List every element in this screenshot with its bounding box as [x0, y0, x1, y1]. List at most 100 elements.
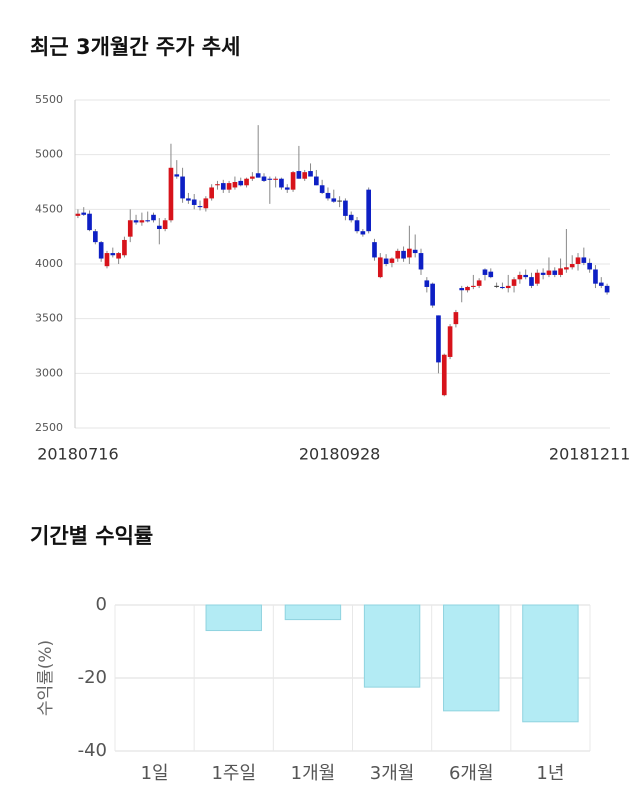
- candle-body: [331, 198, 337, 202]
- candle-body: [407, 248, 412, 258]
- x-tick-label: 20180716: [37, 445, 118, 464]
- candle-body: [459, 288, 465, 291]
- candle-body: [122, 239, 127, 256]
- candle-body: [87, 213, 92, 231]
- candle-body: [156, 225, 162, 230]
- y-tick-label: 3500: [35, 312, 63, 325]
- x-tick-label: 1년: [536, 763, 564, 784]
- chart-title: 기간별 수익률: [30, 524, 153, 548]
- candle-body: [523, 274, 529, 278]
- candle-body: [209, 187, 214, 199]
- y-tick-label: -40: [78, 740, 107, 761]
- candle-body: [215, 184, 220, 186]
- candle-body: [290, 172, 296, 190]
- y-tick-label: 5000: [35, 148, 63, 161]
- bar: [363, 604, 421, 688]
- candle-body: [529, 277, 534, 286]
- bar: [205, 604, 262, 632]
- candle-body: [424, 280, 430, 287]
- candle-body: [366, 189, 371, 232]
- candle-body: [546, 270, 552, 275]
- candle-body: [558, 268, 563, 275]
- candle-body: [162, 220, 168, 230]
- y-tick-label: -20: [78, 667, 107, 688]
- y-tick-label: 0: [96, 594, 107, 615]
- candle-body: [360, 231, 366, 235]
- x-tick-label: 6개월: [449, 763, 494, 784]
- candle-body: [296, 171, 302, 179]
- candle-body: [145, 220, 151, 222]
- candle-body: [151, 214, 156, 221]
- candle-body: [389, 258, 395, 263]
- y-axis-label: 수익률(%): [36, 640, 56, 716]
- candle-body: [505, 285, 511, 289]
- candle-body: [476, 280, 482, 286]
- y-tick-label: 5500: [35, 93, 63, 106]
- candle-body: [250, 176, 255, 179]
- candle-body: [348, 214, 354, 221]
- x-tick-label: 1일: [141, 763, 169, 784]
- chart-title: 최근 3개월간 주가 추세: [30, 35, 240, 59]
- candle-body: [534, 272, 540, 284]
- candle-body: [587, 262, 592, 270]
- candle-body: [494, 285, 499, 287]
- candle-body: [337, 200, 342, 202]
- candle-body: [511, 279, 517, 286]
- candle-body: [110, 253, 116, 256]
- x-tick-label: 1주일: [211, 763, 256, 784]
- candle-body: [197, 206, 203, 208]
- candle-body: [284, 187, 290, 190]
- candle-body: [104, 253, 110, 267]
- x-tick-label: 1개월: [291, 763, 336, 784]
- candle-body: [168, 167, 174, 221]
- candle-body: [377, 257, 383, 278]
- x-tick-label: 20180928: [299, 445, 380, 464]
- candle-body: [383, 258, 389, 264]
- candle-body: [279, 178, 284, 188]
- candle-body: [604, 285, 610, 293]
- candle-body: [220, 183, 226, 190]
- candle-body: [139, 220, 145, 223]
- candle-body: [308, 171, 313, 177]
- candle-body: [232, 182, 238, 188]
- candle-body: [436, 315, 441, 363]
- candle-body: [401, 250, 406, 259]
- candle-body: [93, 231, 98, 243]
- candle-body: [482, 269, 488, 275]
- candle-body: [261, 176, 267, 181]
- candle-body: [412, 249, 418, 254]
- candle-body: [453, 312, 459, 325]
- y-tick-label: 3000: [35, 366, 63, 379]
- candle-body: [325, 192, 331, 199]
- candle-body: [500, 286, 505, 289]
- candle-body: [447, 326, 453, 357]
- candle-body: [174, 174, 180, 177]
- candle-body: [395, 250, 401, 259]
- candle-body: [238, 180, 244, 186]
- candle-body: [372, 242, 377, 258]
- candle-body: [517, 274, 523, 280]
- candle-body: [302, 172, 308, 179]
- bar: [284, 604, 342, 621]
- candle-body: [191, 199, 197, 205]
- bar: [443, 604, 500, 712]
- candle-body: [488, 271, 494, 278]
- y-tick-label: 2500: [35, 421, 63, 434]
- candle-body: [267, 178, 273, 180]
- candle-body: [273, 178, 278, 180]
- candle-body: [418, 253, 424, 270]
- candle-body: [552, 270, 558, 275]
- candle-body: [116, 253, 121, 259]
- x-tick-label: 3개월: [370, 763, 415, 784]
- candle-body: [226, 183, 232, 190]
- candle-body: [81, 212, 87, 215]
- candle-body: [593, 269, 598, 284]
- candle-body: [598, 282, 604, 286]
- candle-body: [430, 283, 435, 306]
- candle-body: [575, 257, 581, 264]
- x-tick-label: 20181211: [549, 445, 630, 464]
- candle-body: [186, 198, 191, 201]
- candle-body: [255, 173, 261, 178]
- candle-body: [471, 285, 476, 287]
